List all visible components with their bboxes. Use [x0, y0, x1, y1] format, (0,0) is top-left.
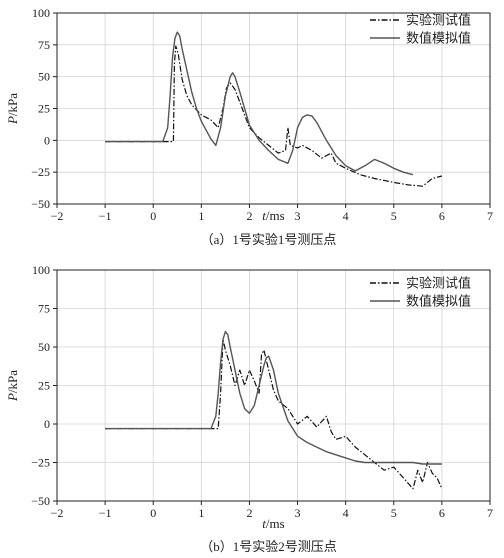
x-axis-label-unit: /ms	[266, 516, 285, 531]
y-tick-label: −50	[31, 197, 50, 211]
y-tick-label: −25	[31, 456, 50, 470]
chart-panel-2: −2 −1 0 1 2 3 4 5 6 7 −50 −25 0 25 50 75 100 t/ms P/kPa 实验测…	[5, 263, 493, 554]
x-tick-label: −1	[99, 209, 112, 223]
figure-caption: （a）1号实验1号测压点	[201, 232, 337, 247]
series-line-simulation	[105, 330, 442, 465]
y-tick-label: 50	[38, 340, 50, 354]
x-tick-label: 6	[439, 506, 445, 520]
x-tick-label: −2	[51, 506, 64, 520]
x-tick-label: 7	[487, 506, 493, 520]
x-tick-label: 2	[246, 209, 252, 223]
x-tick-label: 0	[150, 209, 156, 223]
y-tick-label: −50	[31, 494, 50, 508]
y-axis-label-unit: /kPa	[5, 370, 20, 393]
y-tick-label: 75	[38, 38, 50, 52]
x-tick-label: −1	[99, 506, 112, 520]
x-axis-label-var: t	[262, 516, 266, 531]
x-tick-label: 1	[198, 506, 204, 520]
figure-caption: （b）1号实验2号测压点	[200, 539, 337, 554]
x-tick-label: 5	[391, 209, 397, 223]
y-axis-label-var: P	[5, 116, 20, 125]
x-tick-label: 6	[439, 209, 445, 223]
chart-panel-1: −2 −1 0 1 2 3 4 5 6 7 −50 −25 0 25 50 75 100 t/ms P/kPa 实验测…	[5, 6, 493, 247]
legend-label: 实验测试值	[406, 276, 471, 291]
x-tick-label: 3	[295, 506, 301, 520]
series-line-experiment	[105, 45, 443, 187]
x-axis-label: t/ms	[262, 208, 284, 223]
x-axis-label: t/ms	[262, 516, 284, 531]
x-axis-label-var: t	[262, 208, 266, 223]
x-tick-label: 1	[198, 209, 204, 223]
legend-label: 实验测试值	[406, 13, 471, 28]
y-tick-label: 0	[44, 417, 50, 431]
legend-label: 数值模拟值	[406, 31, 471, 46]
x-axis-label-unit: /ms	[266, 208, 285, 223]
y-axis-label: P/kPa	[5, 93, 20, 125]
x-tick-label: 7	[487, 209, 493, 223]
series-line-simulation	[105, 31, 414, 176]
x-tick-label: 4	[343, 506, 349, 520]
x-tick-label: −2	[51, 209, 64, 223]
y-tick-label: 100	[32, 263, 50, 277]
x-tick-label: 0	[150, 506, 156, 520]
series-line-experiment	[105, 338, 443, 490]
y-axis-label-var: P	[5, 393, 20, 402]
y-axis-label: P/kPa	[5, 370, 20, 402]
y-axis-label-unit: /kPa	[5, 93, 20, 116]
x-tick-label: 2	[246, 506, 252, 520]
y-tick-label: 100	[32, 6, 50, 20]
x-tick-label: 4	[343, 209, 349, 223]
y-tick-label: 25	[38, 379, 50, 393]
y-tick-label: 50	[38, 70, 50, 84]
y-tick-label: 0	[44, 133, 50, 147]
y-tick-label: 25	[38, 102, 50, 116]
y-tick-label: −25	[31, 165, 50, 179]
legend-label: 数值模拟值	[406, 294, 471, 309]
x-tick-label: 5	[391, 506, 397, 520]
y-tick-label: 75	[38, 302, 50, 316]
x-tick-label: 3	[295, 209, 301, 223]
